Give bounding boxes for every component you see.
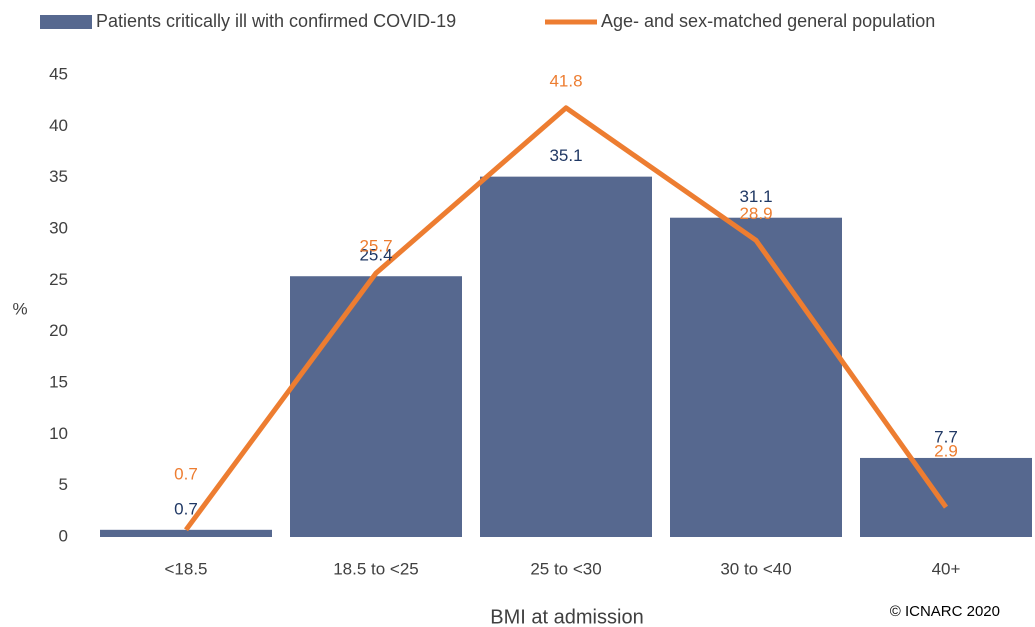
x-tick-label: 30 to <40 bbox=[720, 559, 791, 578]
x-tick-label: 40+ bbox=[932, 559, 961, 578]
y-tick-label: 30 bbox=[49, 218, 68, 237]
legend-swatch bbox=[40, 15, 92, 29]
data-label: 25.7 bbox=[359, 237, 392, 256]
x-tick-label: <18.5 bbox=[164, 559, 207, 578]
data-label: 28.9 bbox=[739, 204, 772, 223]
bar bbox=[860, 457, 1032, 537]
y-tick-label: 45 bbox=[49, 64, 68, 83]
legend-label: Patients critically ill with confirmed C… bbox=[96, 11, 456, 31]
data-label: 2.9 bbox=[934, 442, 958, 461]
y-tick-label: 15 bbox=[49, 372, 68, 391]
y-tick-label: 35 bbox=[49, 167, 68, 186]
data-label: 0.7 bbox=[174, 464, 198, 483]
x-tick-label: 18.5 to <25 bbox=[333, 559, 419, 578]
y-tick-label: 5 bbox=[59, 475, 68, 494]
bar bbox=[290, 276, 462, 537]
data-label: 41.8 bbox=[549, 71, 582, 90]
data-label: 35.1 bbox=[549, 146, 582, 165]
bar bbox=[100, 529, 272, 537]
x-axis-label: BMI at admission bbox=[490, 606, 643, 627]
y-axis-label: % bbox=[12, 299, 27, 318]
x-tick-label: 25 to <30 bbox=[530, 559, 601, 578]
data-label: 0.7 bbox=[174, 499, 198, 518]
y-tick-label: 40 bbox=[49, 116, 68, 135]
bar bbox=[480, 176, 652, 537]
y-tick-label: 10 bbox=[49, 424, 68, 443]
line bbox=[183, 105, 949, 532]
y-tick-label: 25 bbox=[49, 270, 68, 289]
data-label: 25.4 bbox=[359, 246, 392, 265]
y-tick-label: 20 bbox=[49, 321, 68, 340]
y-tick-label: 0 bbox=[59, 526, 68, 545]
copyright: © ICNARC 2020 bbox=[890, 603, 1000, 620]
data-label: 31.1 bbox=[739, 187, 772, 206]
legend-label: Age- and sex-matched general population bbox=[601, 11, 935, 31]
bar bbox=[670, 217, 842, 537]
data-label: 7.7 bbox=[934, 427, 958, 446]
